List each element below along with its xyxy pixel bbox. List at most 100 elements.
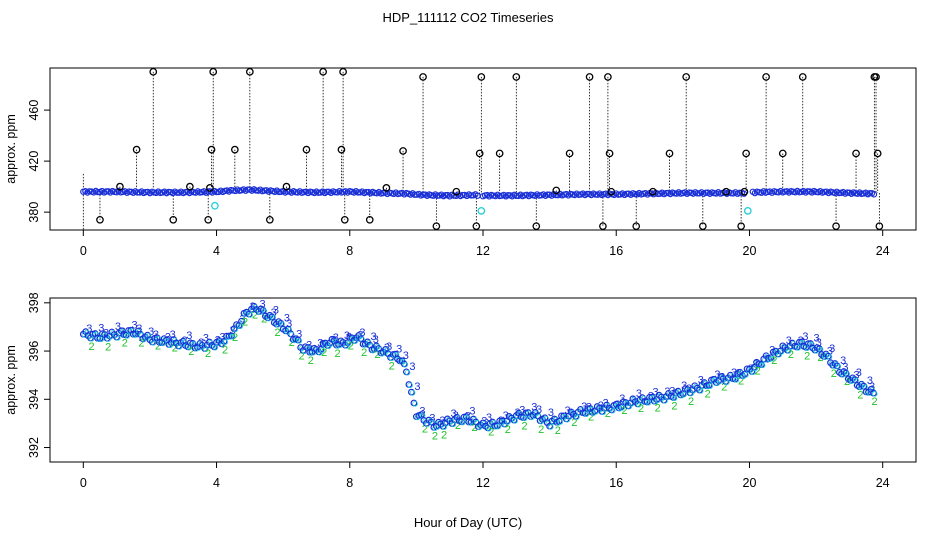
baseline-point xyxy=(844,189,851,196)
trend-point xyxy=(407,388,415,396)
top-y-tick-label: 420 xyxy=(27,151,41,172)
trend-marker-3: 3 xyxy=(284,312,290,324)
trend-marker-2: 2 xyxy=(688,396,694,408)
spike-point xyxy=(132,145,141,154)
trend-marker-2: 2 xyxy=(155,341,161,353)
trend-marker-3: 3 xyxy=(565,405,571,417)
spike-point xyxy=(339,67,347,76)
baseline-point xyxy=(284,188,291,195)
baseline-point xyxy=(662,189,670,197)
trend-point-alt xyxy=(808,341,815,348)
spike-point xyxy=(337,145,346,154)
trend-marker-3: 3 xyxy=(181,335,187,347)
trend-marker-2: 2 xyxy=(844,376,850,388)
spike-point xyxy=(475,149,484,158)
baseline-point xyxy=(694,190,701,197)
trend-marker-3: 3 xyxy=(359,327,365,339)
trend-point-alt xyxy=(709,377,716,384)
spike-point xyxy=(265,215,274,224)
trend-marker-2: 2 xyxy=(555,425,561,437)
top-x-tick-label: 4 xyxy=(213,244,220,258)
baseline-point xyxy=(804,188,811,195)
baseline-point xyxy=(504,191,512,199)
trend-marker-2: 2 xyxy=(105,341,111,353)
trend-point-alt xyxy=(548,424,554,430)
trend-marker-3: 3 xyxy=(816,337,822,349)
trend-marker-3: 3 xyxy=(414,381,420,393)
trend-point-alt xyxy=(345,340,352,347)
trend-point-alt xyxy=(743,372,749,378)
spike-point xyxy=(649,187,657,196)
spike-point xyxy=(209,67,218,76)
trend-point xyxy=(405,381,413,388)
trend-point-alt xyxy=(771,350,778,356)
trend-point-alt xyxy=(733,377,740,383)
top-y-tick-label: 380 xyxy=(27,202,41,223)
trend-point-alt xyxy=(407,382,413,389)
spike-point xyxy=(762,73,770,81)
trend-point-alt xyxy=(766,356,773,363)
spike-point xyxy=(532,222,541,231)
trend-marker-3: 3 xyxy=(548,407,554,419)
baseline-point xyxy=(244,186,251,193)
trend-marker-2: 2 xyxy=(857,390,863,402)
spike-point xyxy=(585,73,594,81)
trend-marker-3: 3 xyxy=(802,331,808,343)
spike-point xyxy=(204,215,213,224)
trend-marker-3: 3 xyxy=(581,401,587,413)
spike-point xyxy=(832,222,840,231)
spike-point xyxy=(495,149,504,158)
bottom-y-tick-label: 398 xyxy=(27,292,41,313)
trend-marker-3: 3 xyxy=(698,375,704,387)
spike-point xyxy=(149,67,158,76)
top-y-tick-label: 460 xyxy=(27,100,41,121)
trend-point-alt xyxy=(391,352,398,359)
trend-marker-2: 2 xyxy=(538,424,544,436)
trend-marker-2: 2 xyxy=(705,389,711,401)
bottom-x-tick-label: 12 xyxy=(476,476,490,490)
spike-point xyxy=(599,222,607,231)
trend-marker-2: 2 xyxy=(831,368,837,380)
x-axis-label: Hour of Day (UTC) xyxy=(414,515,522,530)
trend-marker-3: 3 xyxy=(603,397,609,409)
trend-marker-3: 3 xyxy=(409,361,415,373)
trend-point-alt xyxy=(759,362,766,369)
trend-marker-2: 2 xyxy=(222,344,228,356)
spike-point xyxy=(186,182,194,191)
trend-marker-2: 2 xyxy=(817,352,823,364)
trend-marker-2: 2 xyxy=(804,350,810,362)
trend-point-alt xyxy=(619,404,625,411)
trend-point-alt xyxy=(417,413,423,420)
trend-marker-2: 2 xyxy=(471,422,477,434)
spike-point xyxy=(740,187,749,196)
trend-marker-2: 2 xyxy=(261,313,267,325)
trend-marker-3: 3 xyxy=(450,408,456,420)
trend-marker-2: 2 xyxy=(172,343,178,355)
baseline-point xyxy=(866,189,874,197)
spike-point xyxy=(116,182,124,191)
trend-marker-2: 2 xyxy=(755,365,761,377)
spike-point xyxy=(206,184,214,192)
trend-point-alt xyxy=(795,345,802,351)
spike-point xyxy=(319,67,327,76)
trend-marker-3: 3 xyxy=(429,412,435,424)
baseline-point xyxy=(411,191,418,198)
trend-point-alt xyxy=(138,332,145,338)
spike-point xyxy=(432,222,441,231)
trend-point-alt xyxy=(752,365,759,371)
trend-marker-2: 2 xyxy=(422,423,428,435)
trend-marker-3: 3 xyxy=(840,355,846,367)
trend-point-alt xyxy=(181,339,188,345)
trend-marker-3: 3 xyxy=(731,367,737,379)
chart-title: HDP_111112 CO2 Timeseries xyxy=(383,10,554,25)
trend-marker-2: 2 xyxy=(348,341,354,353)
spike-point xyxy=(552,186,561,195)
trend-point-alt xyxy=(404,369,411,376)
bottom-x-tick-label: 0 xyxy=(80,476,87,490)
trend-point-alt xyxy=(319,347,325,354)
trend-point-alt xyxy=(412,400,418,407)
trend-marker-3: 3 xyxy=(714,369,720,381)
baseline-point xyxy=(419,191,427,198)
trend-point xyxy=(410,399,418,407)
trend-marker-3: 3 xyxy=(132,319,138,331)
